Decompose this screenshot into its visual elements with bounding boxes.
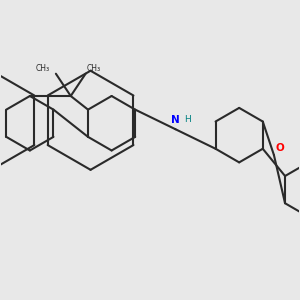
Text: CH₃: CH₃ (87, 64, 101, 73)
Text: N: N (171, 115, 180, 125)
Text: H: H (184, 115, 190, 124)
Text: O: O (276, 143, 285, 154)
Text: CH₃: CH₃ (35, 64, 50, 73)
